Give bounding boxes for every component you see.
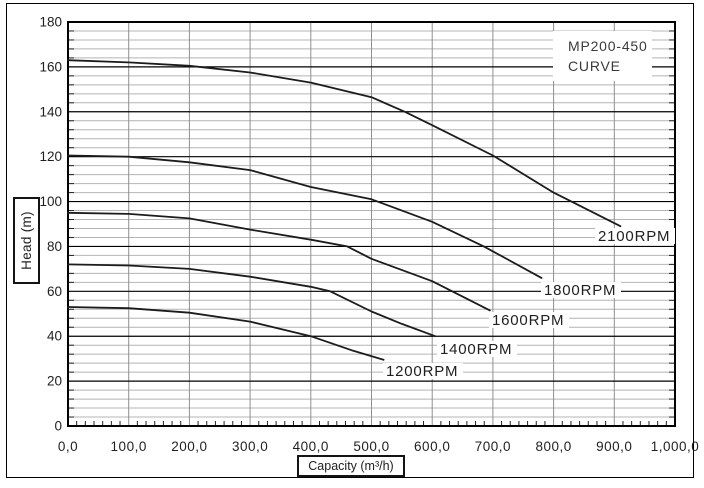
curve-label-1800rpm: 1800RPM [544, 282, 616, 299]
curve-label-1400rpm: 1400RPM [440, 341, 512, 358]
y-tick-label: 0 [54, 419, 62, 434]
x-tick-label: 300,0 [232, 439, 268, 454]
curve-label-halo [595, 228, 675, 244]
chart-title-word: CURVE [568, 58, 621, 74]
plot-frame [67, 21, 676, 427]
x-tick-label: 600,0 [414, 439, 450, 454]
curve-label-halo [541, 282, 621, 298]
curve-label-halo [383, 363, 463, 379]
y-tick-label: 160 [39, 59, 62, 74]
x-tick-label: 800,0 [535, 439, 571, 454]
y-axis-label: Head (m) [19, 211, 35, 270]
curve-1200rpm [67, 306, 385, 361]
x-tick-label: 400,0 [293, 439, 329, 454]
curve-1400rpm [67, 263, 437, 338]
x-tick-label: 200,0 [171, 439, 207, 454]
y-tick-label: 180 [39, 15, 62, 30]
curve-label-2100rpm: 2100RPM [598, 228, 670, 245]
y-tick-label: 120 [39, 149, 62, 164]
curve-label-1200rpm: 1200RPM [386, 363, 458, 380]
curve-2100rpm [67, 59, 622, 228]
x-axis-label: Capacity (m³/h) [308, 459, 394, 473]
x-tick-label: 0,0 [58, 439, 78, 454]
chart-title-box: MP200-450 CURVE [553, 31, 652, 81]
y-tick-label: 60 [47, 284, 62, 299]
x-tick-label: 700,0 [475, 439, 511, 454]
y-axis-label-box: Head (m) [13, 197, 40, 284]
y-tick-label: 80 [47, 239, 62, 254]
y-tick-label: 140 [39, 104, 62, 119]
curve-label-1600rpm: 1600RPM [492, 312, 564, 329]
curve-1800rpm [67, 154, 543, 279]
curve-1600rpm [67, 211, 491, 312]
y-tick-label: 100 [39, 194, 62, 209]
curve-label-halo [489, 312, 569, 328]
curve-label-halo [437, 341, 517, 357]
chart-title-model: MP200-450 [568, 38, 648, 54]
x-tick-label: 500,0 [353, 439, 389, 454]
x-tick-label: 100,0 [111, 439, 147, 454]
x-axis-label-box: Capacity (m³/h) [297, 455, 405, 477]
y-tick-label: 40 [47, 329, 62, 344]
y-tick-label: 20 [47, 374, 62, 389]
x-tick-label: 1,000,0 [651, 439, 700, 454]
x-tick-label: 900,0 [596, 439, 632, 454]
